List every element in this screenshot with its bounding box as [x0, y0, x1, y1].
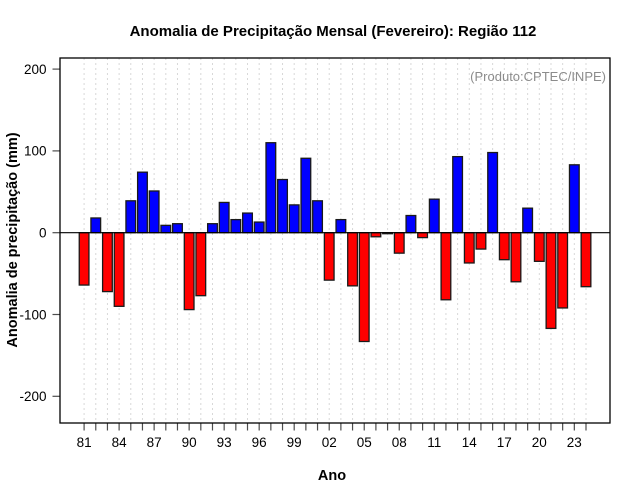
bar-10: [417, 232, 429, 239]
bar-92: [206, 223, 218, 234]
bar-23: [568, 164, 580, 234]
x-tick-label-02: 02: [322, 435, 337, 450]
bar-04: [347, 232, 359, 287]
bar-96: [253, 221, 265, 234]
bar-98: [277, 178, 289, 234]
x-tick-label-96: 96: [252, 435, 267, 450]
y-axis-title: Anomalia de precipitação (mm): [5, 132, 21, 347]
bar-22: [557, 232, 569, 309]
bar-87: [148, 190, 160, 234]
x-tick-label-23: 23: [567, 435, 582, 450]
x-tick-label-14: 14: [462, 435, 478, 450]
bar-11: [428, 198, 440, 234]
bar-93: [218, 201, 230, 234]
bar-01: [312, 200, 324, 234]
x-tick-label-84: 84: [112, 435, 128, 450]
bar-99: [288, 204, 300, 234]
gridlines-layer: [83, 58, 587, 423]
bar-17: [498, 232, 510, 261]
bar-02: [323, 232, 335, 281]
bar-16: [487, 151, 499, 234]
bar-97: [265, 142, 277, 234]
x-tick-label-20: 20: [532, 435, 547, 450]
bar-06: [370, 232, 382, 238]
bar-94: [230, 218, 242, 234]
bar-90: [183, 232, 195, 311]
x-tick-label-87: 87: [147, 435, 162, 450]
bar-05: [358, 232, 370, 343]
bar-13: [452, 155, 464, 234]
bar-88: [160, 224, 172, 234]
bar-09: [405, 214, 417, 234]
x-tick-label-90: 90: [182, 435, 197, 450]
y-tick-label--100: -100: [19, 307, 46, 322]
bar-81: [78, 232, 90, 286]
bar-85: [125, 200, 137, 234]
x-tick-label-08: 08: [392, 435, 407, 450]
y-tick-label-100: 100: [24, 144, 47, 159]
bar-08: [393, 232, 405, 254]
x-tick-label-05: 05: [357, 435, 372, 450]
bar-18: [510, 232, 522, 283]
x-tick-label-11: 11: [427, 435, 441, 450]
bar-82: [90, 217, 102, 234]
bar-91: [195, 232, 207, 297]
y-tick-label-200: 200: [24, 62, 47, 77]
y-tick-label-0: 0: [39, 226, 47, 241]
bar-20: [533, 232, 545, 262]
x-axis-title: Ano: [318, 468, 346, 484]
y-tick-label--200: -200: [19, 389, 46, 404]
bar-86: [136, 171, 148, 234]
bar-83: [101, 232, 113, 293]
bar-84: [113, 232, 125, 307]
bar-14: [463, 232, 475, 264]
x-tick-label-17: 17: [497, 435, 512, 450]
bar-03: [335, 218, 347, 234]
bar-15: [475, 232, 487, 250]
x-tick-label-99: 99: [287, 435, 302, 450]
product-credit-label: (Produto:CPTEC/INPE): [470, 69, 606, 84]
bar-19: [522, 207, 534, 234]
x-tick-label-81: 81: [77, 435, 92, 450]
bar-21: [545, 232, 557, 330]
plot-border: [59, 57, 611, 424]
bar-24: [580, 232, 592, 288]
bar-00: [300, 157, 312, 234]
chart-title: Anomalia de Precipitação Mensal (Feverei…: [130, 23, 537, 40]
bar-89: [171, 223, 183, 234]
axes-layer: 81 84 87 90 93 96 99 02 05 08 11 14 17 20 23 200 100 0 -10…: [19, 62, 610, 450]
bar-12: [440, 232, 452, 301]
bars-layer: [78, 142, 592, 343]
x-tick-label-93: 93: [217, 435, 232, 450]
bar-95: [242, 212, 254, 234]
